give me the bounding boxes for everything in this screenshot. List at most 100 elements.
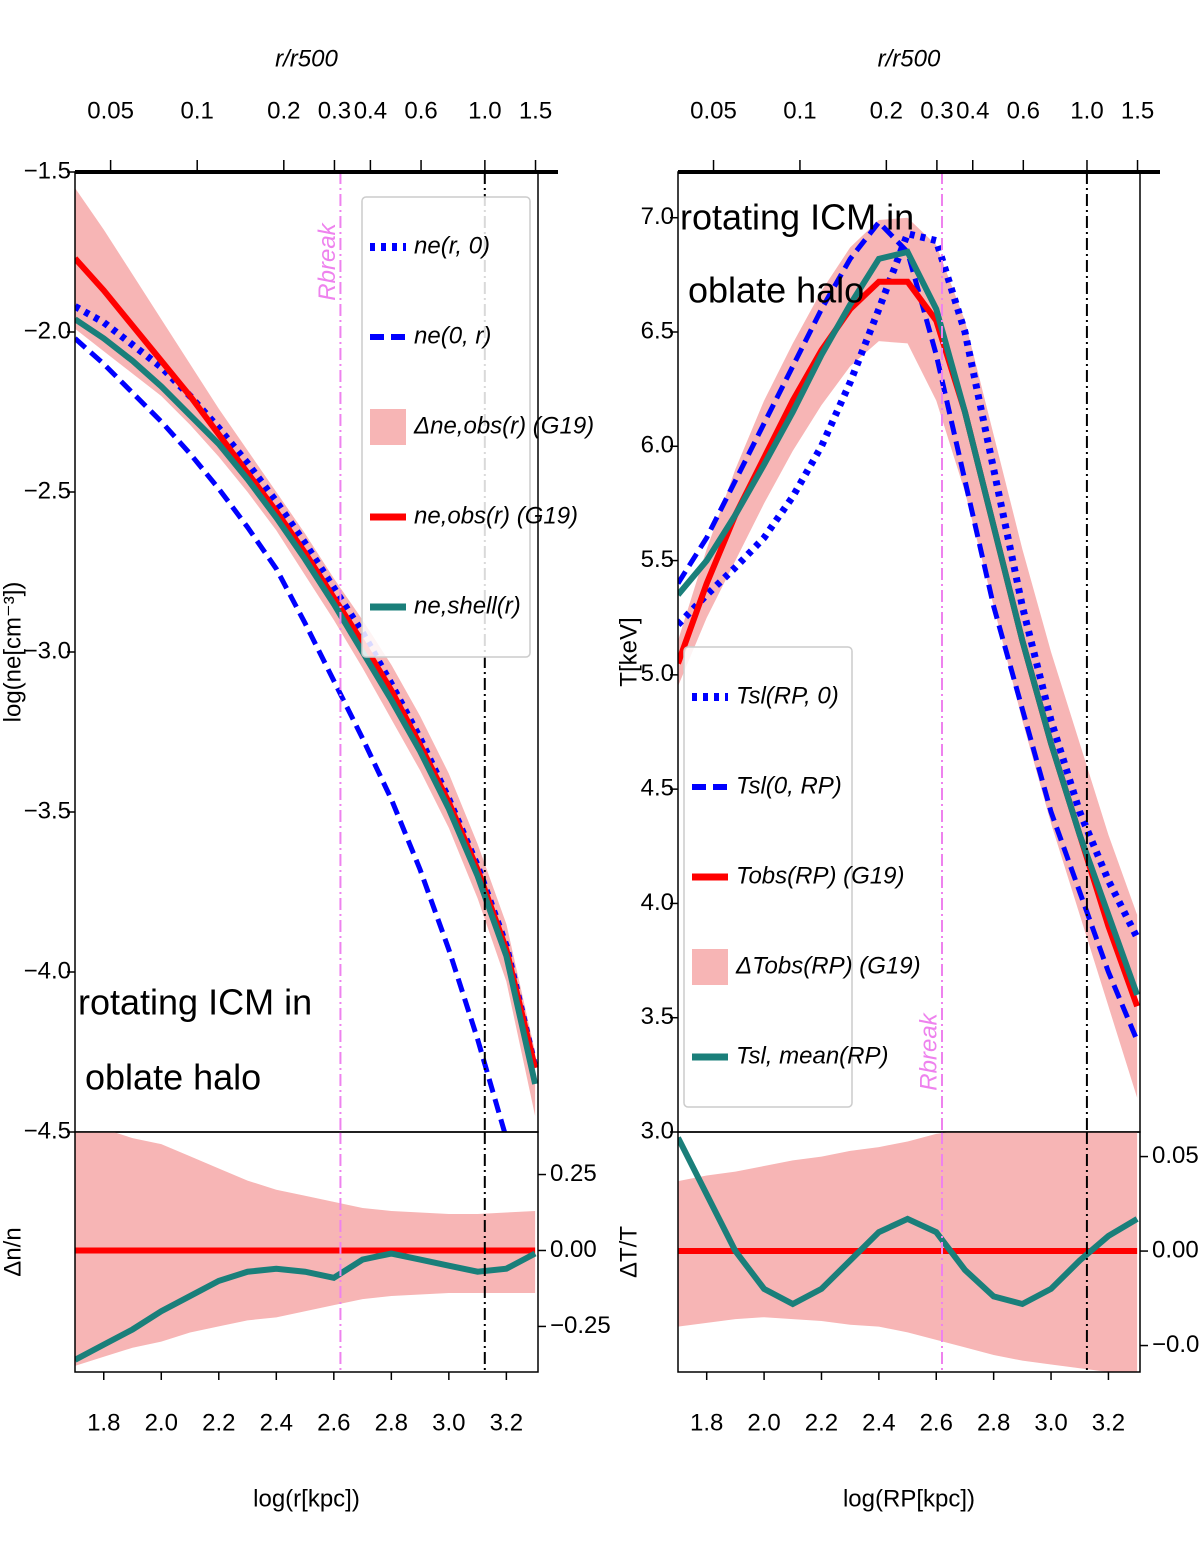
data-line [678,248,1140,996]
x2-tick-label: 1.0 [1070,97,1103,124]
y-tick-label: −2.0 [24,317,71,344]
error-band [678,1132,1138,1372]
y-axis-label: Δn/n [0,1227,26,1276]
legend-label: ne(r, 0) [414,232,490,259]
x2-tick-label: 0.1 [783,97,816,124]
x-tick-label: 2.4 [260,1409,293,1436]
y-tick-label: 0.00 [1152,1236,1199,1263]
x2-tick-label: 0.3 [920,97,953,124]
y-tick-label: −1.5 [24,157,71,184]
y-tick-label: 0.00 [550,1236,597,1263]
data-line [678,1136,1139,1308]
y-tick-label: 7.0 [641,203,674,230]
axes-frame [677,1131,1141,1373]
y-tick-label: −4.5 [24,1117,71,1144]
x2-tick-label: 0.3 [318,97,351,124]
x-tick-label: 2.8 [977,1409,1010,1436]
x-tick-label: 3.2 [490,1409,523,1436]
axes-frame [74,1131,539,1373]
y-axis-label: T[keV] [615,617,642,686]
x2-tick-label: 1.0 [468,97,501,124]
legend-box [361,196,531,658]
x2-tick-label: 0.2 [870,97,903,124]
legend-label: ne(0, r) [414,322,491,349]
x-tick-label: 1.8 [690,1409,723,1436]
error-band [678,217,1138,1098]
error-band [75,188,536,1116]
x2-tick-label: 0.6 [1007,97,1040,124]
plot-area [678,217,1140,1098]
x2-tick-label: 0.6 [404,97,437,124]
x-tick-label: 2.2 [805,1409,838,1436]
reference-label: Rbreak [314,221,341,300]
y-tick-label: −3.5 [24,797,71,824]
y-tick-label: −0.25 [550,1312,611,1339]
reference-label: Rbreak [915,1011,942,1090]
x2-tick-label: 0.4 [354,97,387,124]
y-tick-label: −3.0 [24,637,71,664]
x2-axis-label: r/r500 [275,45,338,72]
x2-tick-label: 0.1 [181,97,214,124]
legend-label: Tsl(0, RP) [736,772,842,799]
x-tick-label: 2.4 [862,1409,895,1436]
x2-tick-label: 1.5 [1121,97,1154,124]
legend-label: Tsl(RP, 0) [736,682,839,709]
x2-tick-label: 0.05 [690,97,737,124]
y-tick-label: 3.5 [641,1003,674,1030]
y-tick-label: 0.05 [1152,1142,1199,1169]
x-tick-label: 3.0 [432,1409,465,1436]
y-tick-label: −0.05 [1152,1331,1200,1358]
legend-label: Tobs(RP) (G19) [736,862,905,889]
x2-tick-label: 0.2 [267,97,300,124]
data-line [75,336,508,1132]
x-axis-label: log(RP[kpc]) [843,1485,975,1512]
error-band [75,1132,536,1366]
y-tick-label: 3.0 [641,1117,674,1144]
x-tick-label: 2.2 [202,1409,235,1436]
x-tick-label: 2.6 [920,1409,953,1436]
x-tick-label: 3.0 [1034,1409,1067,1436]
y-tick-label: 4.5 [641,774,674,801]
y-tick-label: 5.0 [641,660,674,687]
legend-swatch [370,409,406,445]
annotation: rotating ICM in [680,197,914,238]
legend-label: ne,obs(r) (G19) [414,502,578,529]
y-axis-label: ΔT/T [615,1226,642,1278]
x2-tick-label: 1.5 [519,97,552,124]
annotation: oblate halo [688,270,864,311]
x2-tick-label: 0.4 [956,97,989,124]
plot-area [75,1132,537,1366]
x-tick-label: 1.8 [87,1409,120,1436]
y-tick-label: 6.5 [641,317,674,344]
y-tick-label: −4.0 [24,957,71,984]
x2-tick-label: 0.05 [87,97,134,124]
y-tick-label: 5.5 [641,546,674,573]
x-tick-label: 2.0 [145,1409,178,1436]
data-line [75,316,538,1085]
annotation: oblate halo [85,1057,261,1098]
plot-area [678,1132,1139,1372]
legend-label: Δne,obs(r) (G19) [413,412,594,439]
y-tick-label: −2.5 [24,477,71,504]
x-tick-label: 3.2 [1092,1409,1125,1436]
x-tick-label: 2.8 [375,1409,408,1436]
data-line [678,229,1140,940]
x-tick-label: 2.0 [747,1409,780,1436]
legend-label: ne,shell(r) [414,592,521,619]
y-tick-label: 6.0 [641,432,674,459]
x-axis-label: log(r[kpc]) [253,1485,360,1512]
y-tick-label: 0.25 [550,1160,597,1187]
data-line [678,218,1140,1042]
x2-axis-label: r/r500 [878,45,941,72]
legend-label: Tsl, mean(RP) [736,1042,888,1069]
legend-label: ΔTobs(RP) (G19) [735,952,921,979]
data-line [75,1250,537,1363]
x-tick-label: 2.6 [317,1409,350,1436]
legend-swatch [692,949,728,985]
y-tick-label: 4.0 [641,889,674,916]
annotation: rotating ICM in [78,982,312,1023]
plot-area [75,188,538,1132]
y-axis-label: log(ne[cm⁻³]) [0,582,26,723]
legend-box [683,646,853,1108]
